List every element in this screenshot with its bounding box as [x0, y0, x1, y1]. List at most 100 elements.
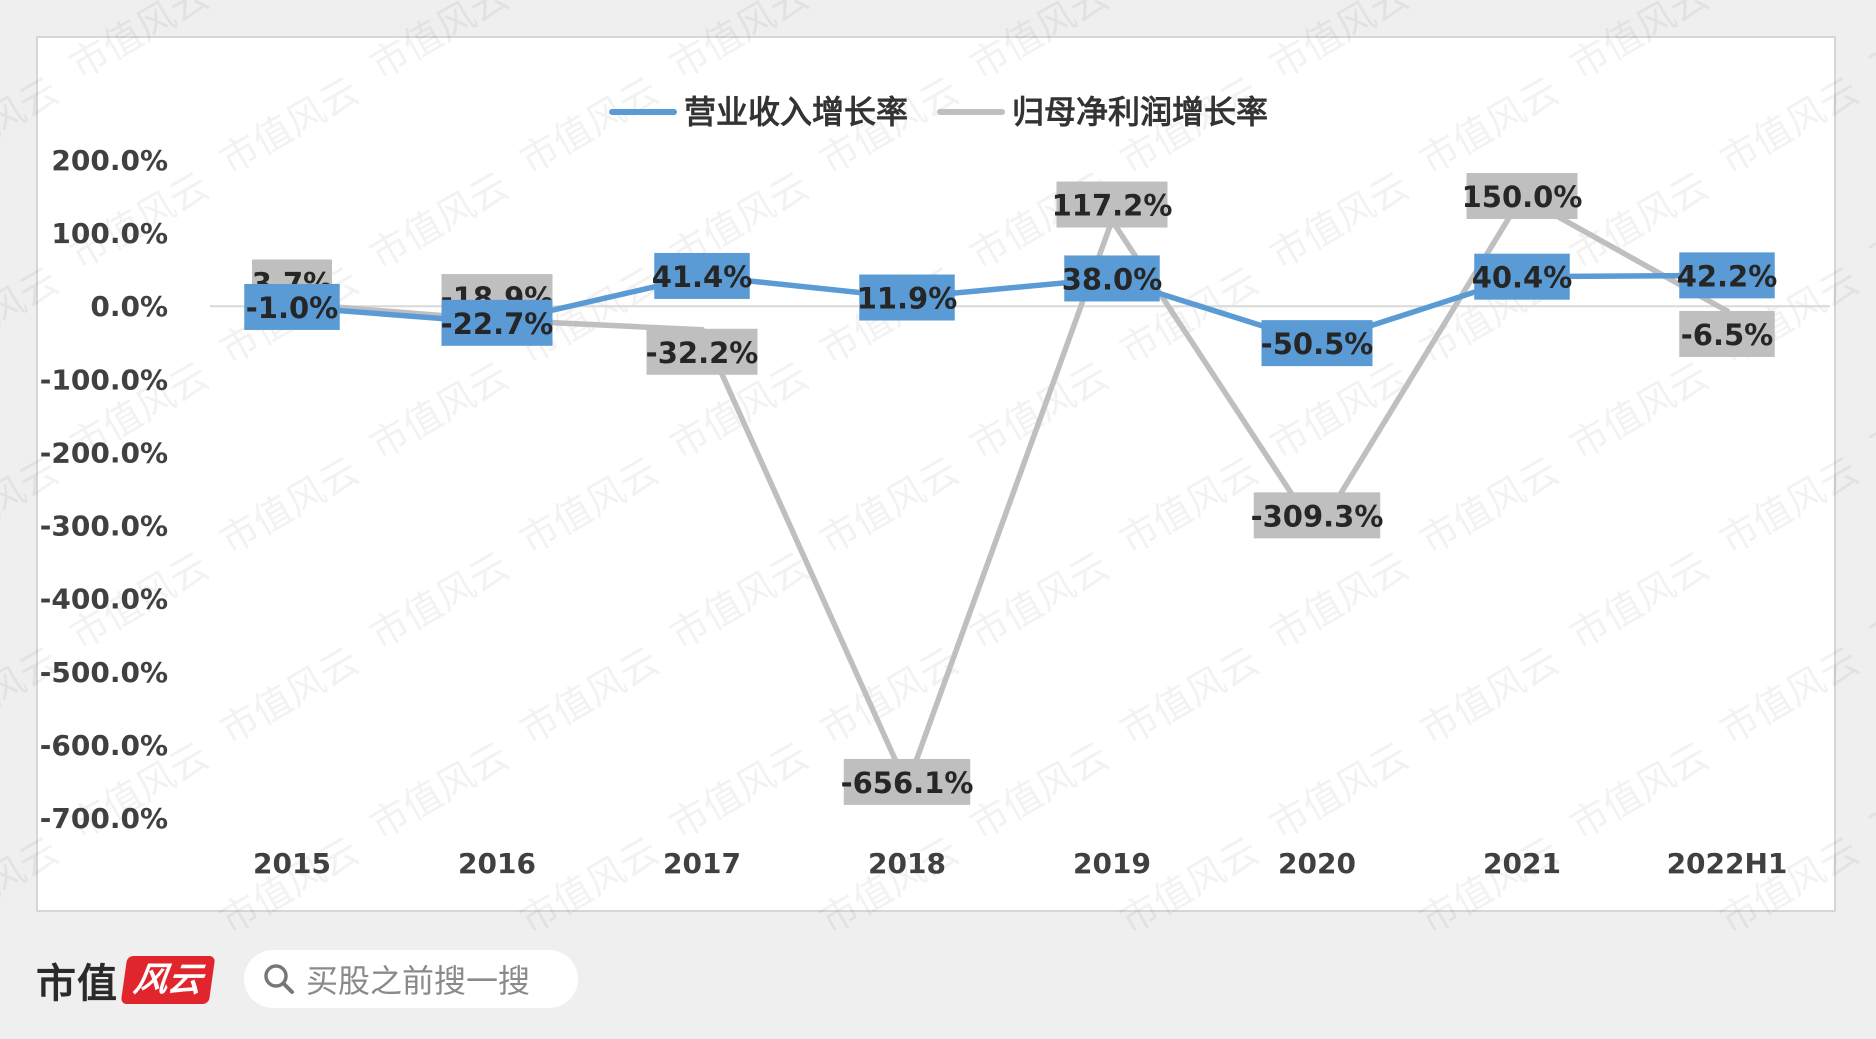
x-tick-label: 2018: [868, 847, 946, 880]
watermark-text-22: 市值风云: [1863, 164, 1876, 278]
y-tick-label: -700.0%: [40, 802, 168, 835]
watermark-text-81: 市值风云: [363, 924, 517, 930]
watermark-text-72: 市值风云: [0, 829, 66, 930]
net-profit-data-label: 150.0%: [1462, 180, 1583, 214]
x-tick-label: 2017: [663, 847, 741, 880]
net-profit-data-label-box: [1466, 173, 1578, 219]
watermark-text-57: 市值风云: [213, 639, 367, 753]
watermark-text-37: 市值风云: [1563, 354, 1717, 468]
watermark-text-61: 市值风云: [1413, 639, 1567, 753]
watermark-text-70: 市值风云: [1863, 734, 1876, 848]
revenue-data-label-box: [244, 283, 340, 330]
watermark-text-50: 市值风云: [663, 544, 817, 658]
revenue-data-label-box: [1261, 320, 1373, 367]
net-profit-data-label: -6.5%: [1681, 318, 1773, 352]
x-tick-label: 2016: [458, 847, 536, 880]
legend-label: 归母净利润增长率: [1012, 93, 1268, 131]
search-icon: [264, 964, 294, 994]
watermark-text-35: 市值风云: [963, 354, 1117, 468]
watermark-text-42: 市值风云: [513, 449, 667, 563]
watermark-text-10: 市值风云: [513, 69, 667, 183]
net-profit-data-label-box: [1253, 492, 1381, 539]
watermark-text-62: 市值风云: [1713, 639, 1867, 753]
watermark-text-9: 市值风云: [213, 69, 367, 183]
watermark-text-46: 市值风云: [1713, 449, 1867, 563]
revenue-data-label: -22.7%: [441, 307, 554, 341]
y-axis: 200.0% 100.0% 0.0% -100.0% -200.0% -300.0% -40…: [40, 144, 1830, 835]
x-axis: 2015 2016 2017 2018 2019 2020 2021 2022H1: [253, 847, 1787, 880]
watermark-text-84: 市值风云: [1263, 924, 1417, 930]
net-profit-data-label-box: [1056, 181, 1168, 228]
revenue-data-label: 42.2%: [1677, 259, 1778, 293]
watermark-text-67: 市值风云: [963, 734, 1117, 848]
watermark-text-24: 市值风云: [0, 259, 66, 373]
revenue-data-label-box: [441, 299, 553, 346]
watermark-text-45: 市值风云: [1413, 449, 1567, 563]
search-placeholder: 买股之前搜一搜: [306, 962, 531, 1000]
net-profit-data-label: 117.2%: [1052, 189, 1173, 223]
revenue-data-label: 11.9%: [857, 282, 958, 316]
y-tick-label: -100.0%: [40, 363, 168, 396]
revenue-data-label: 38.0%: [1062, 262, 1163, 296]
watermark-text-51: 市值风云: [963, 544, 1117, 658]
search-box[interactable]: 买股之前搜一搜: [244, 950, 578, 1008]
watermark-text-68: 市值风云: [1263, 734, 1417, 848]
watermark-text-38: 市值风云: [1863, 354, 1876, 468]
watermark-text-49: 市值风云: [363, 544, 517, 658]
watermark-text-17: 市值风云: [363, 164, 517, 278]
y-tick-label: -200.0%: [40, 436, 168, 469]
watermark-text-4: 市值风云: [1263, 0, 1417, 88]
y-tick-label: -500.0%: [40, 656, 168, 689]
revenue-data-label-box: [1474, 253, 1570, 300]
revenue-data-label-box: [654, 252, 750, 299]
watermark-text-85: 市值风云: [1563, 924, 1717, 930]
watermark-text-65: 市值风云: [363, 734, 517, 848]
watermark-text-60: 市值风云: [1113, 639, 1267, 753]
revenue-data-label: 40.4%: [1472, 261, 1573, 295]
y-tick-label: -400.0%: [40, 583, 168, 616]
watermark-text-3: 市值风云: [963, 0, 1117, 88]
logo-badge: 风云: [120, 956, 216, 1004]
net-profit-data-label-box: [843, 758, 971, 805]
revenue-data-label-box: [859, 274, 955, 321]
watermark-text-83: 市值风云: [963, 924, 1117, 930]
revenue-data-label-box: [1064, 255, 1160, 302]
y-tick-label: -300.0%: [40, 510, 168, 543]
watermark-text-54: 市值风云: [1863, 544, 1876, 658]
watermark-text-86: 市值风云: [1863, 924, 1876, 930]
watermark-text-66: 市值风云: [663, 734, 817, 848]
watermark-text-6: 市值风云: [1863, 0, 1876, 88]
x-tick-label: 2019: [1073, 847, 1151, 880]
data-labels: 3.7% -18.9%-32.2%-656.1%117.2%-309.3%150.…: [244, 173, 1777, 805]
watermark-text-0: 市值风云: [63, 0, 217, 88]
revenue-data-label: -1.0%: [246, 291, 338, 325]
y-tick-label: -600.0%: [40, 729, 168, 762]
watermark-text-59: 市值风云: [813, 639, 967, 753]
revenue-data-label: -50.5%: [1261, 327, 1374, 361]
watermark-text-82: 市值风云: [663, 924, 817, 930]
watermark-text-53: 市值风云: [1563, 544, 1717, 658]
y-tick-label: 0.0%: [90, 290, 168, 323]
net-profit-data-label: -32.2%: [646, 336, 759, 370]
y-tick-label: 100.0%: [51, 217, 168, 250]
net-profit-data-label-box: [646, 328, 758, 375]
x-tick-label: 2021: [1483, 847, 1561, 880]
brand-logo: 市值 风云: [36, 952, 216, 1008]
watermark-text-44: 市值风云: [1113, 449, 1267, 563]
x-tick-label: 2020: [1278, 847, 1356, 880]
watermark-text-80: 市值风云: [63, 924, 217, 930]
net-profit-data-label: -309.3%: [1251, 499, 1384, 533]
logo-text: 市值: [36, 960, 118, 1007]
watermark-text-43: 市值风云: [813, 449, 967, 563]
watermark-text-5: 市值风云: [1563, 0, 1717, 88]
legend: 营业收入增长率 归母净利润增长率: [609, 93, 1268, 131]
legend-label: 营业收入增长率: [684, 93, 908, 131]
watermark-text-41: 市值风云: [213, 449, 367, 563]
revenue-data-label-box: [1679, 252, 1775, 299]
watermark-text-58: 市值风云: [513, 639, 667, 753]
revenue-data-label: 41.4%: [652, 260, 753, 294]
net-profit-data-label-box: [1679, 310, 1775, 357]
watermark-text-2: 市值风云: [663, 0, 817, 88]
